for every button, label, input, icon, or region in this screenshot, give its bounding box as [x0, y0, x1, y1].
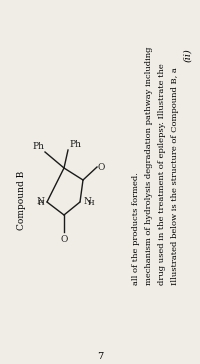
Text: O: O [98, 162, 105, 171]
Text: O: O [60, 235, 68, 244]
Text: mechanism of hydrolysis degradation pathway including: mechanism of hydrolysis degradation path… [145, 47, 153, 285]
Text: Illustrated below is the structure of Compound B, a: Illustrated below is the structure of Co… [171, 67, 179, 285]
Text: (ii): (ii) [184, 48, 192, 62]
Text: Ph: Ph [32, 142, 44, 151]
Text: N: N [36, 198, 44, 206]
Text: Compound B: Compound B [18, 170, 26, 230]
Text: 7: 7 [97, 352, 103, 361]
Text: Ph: Ph [69, 140, 81, 149]
Text: N: N [83, 198, 91, 206]
Text: drug used in the treatment of epilepsy. Illustrate the: drug used in the treatment of epilepsy. … [158, 63, 166, 285]
Text: H: H [38, 199, 45, 207]
Text: H: H [88, 199, 95, 207]
Text: all of the products formed.: all of the products formed. [132, 172, 140, 285]
